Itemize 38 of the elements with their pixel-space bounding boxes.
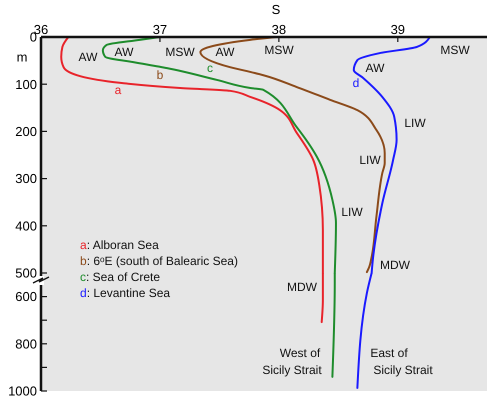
annotation: d [352, 76, 360, 90]
annotation: AW [114, 45, 134, 60]
y-tick-label: 400 [15, 218, 37, 234]
annotation: East of [370, 346, 408, 360]
text: a: Alboran Sea [80, 238, 160, 252]
y-tick-label: 1000 [8, 384, 37, 399]
annotation: LIW [359, 153, 382, 168]
y-tick-label: 300 [15, 171, 37, 186]
annotation: c [207, 61, 213, 76]
annotation: MSW [440, 43, 470, 58]
annotation: AW [216, 45, 236, 60]
annotation: MDW [287, 280, 318, 294]
y-axis-title: m [16, 50, 28, 65]
y-tick-label: 100 [15, 76, 37, 92]
annotation: a [114, 83, 122, 98]
text: c: Sea of Crete [80, 270, 160, 284]
text: b: 6ᵒE (south of Balearic Sea) [80, 254, 238, 268]
annotation: AW [366, 61, 386, 76]
x-axis-title: S [272, 2, 281, 17]
annotation: West of [280, 346, 321, 360]
text: d: Levantine Sea [80, 286, 170, 300]
annotation: MDW [380, 258, 411, 272]
annotation: LIW [341, 205, 364, 220]
y-tick-label: 500 [15, 266, 37, 281]
x-tick-label: 37 [152, 22, 168, 37]
annotation: MSW [264, 43, 294, 58]
y-tick-label: 800 [15, 336, 37, 352]
x-tick-label: 39 [390, 22, 406, 37]
annotation: LIW [404, 116, 426, 130]
x-tick-label: 38 [272, 22, 286, 37]
annotation: b [156, 68, 164, 82]
annotation: Sicily Strait [262, 363, 322, 378]
annotation: MSW [165, 45, 196, 60]
annotation: Sicily Strait [373, 363, 434, 378]
annotation: AW [78, 50, 98, 64]
y-tick-label: 0 [30, 30, 37, 45]
y-tick-label: 600 [15, 289, 37, 304]
y-tick-label: 200 [15, 124, 37, 139]
